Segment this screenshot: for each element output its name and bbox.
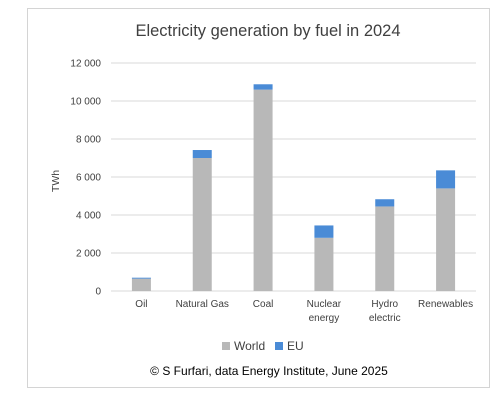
- bar-eu-3: [314, 225, 334, 238]
- y-tick-label: 12 000: [70, 59, 101, 70]
- y-tick-label: 0: [95, 287, 101, 298]
- y-tick-label: 2 000: [76, 249, 101, 260]
- y-tick-label: 6 000: [76, 173, 101, 184]
- category-label: Nuclear: [307, 299, 342, 310]
- chart-svg: Electricity generation by fuel in 2024 0…: [50, 22, 476, 378]
- legend-swatch-eu: [275, 342, 283, 350]
- category-label: electric: [369, 313, 401, 324]
- bar-world-4: [375, 206, 395, 291]
- y-tick-label: 8 000: [76, 135, 101, 146]
- category-label: Renewables: [418, 299, 473, 310]
- y-axis-ticks: 0 2 000 4 000 6 000 8 000 10 000 12 000: [70, 59, 101, 298]
- bar-world-3: [314, 237, 334, 291]
- legend-swatch-world: [222, 342, 230, 350]
- y-axis-label: TWh: [50, 170, 62, 192]
- bar-eu-1: [192, 150, 212, 158]
- y-tick-label: 4 000: [76, 211, 101, 222]
- legend-label-world: World: [234, 339, 265, 353]
- chart-title: Electricity generation by fuel in 2024: [135, 22, 400, 40]
- legend: World EU: [222, 339, 304, 353]
- category-label: Natural Gas: [176, 299, 229, 310]
- bar-eu-0: [131, 277, 151, 279]
- bar-eu-2: [253, 84, 273, 90]
- legend-label-eu: EU: [287, 339, 304, 353]
- category-label: Coal: [253, 299, 274, 310]
- credit-text: © S Furfari, data Energy Institute, June…: [150, 364, 388, 378]
- bars: [131, 84, 456, 291]
- bar-eu-4: [375, 199, 395, 207]
- chart-frame: Electricity generation by fuel in 2024 0…: [27, 8, 490, 388]
- bar-world-5: [436, 188, 456, 291]
- gridlines: [111, 62, 476, 292]
- bar-world-1: [192, 158, 212, 291]
- category-label: Hydro: [371, 299, 398, 310]
- category-label: energy: [309, 313, 340, 324]
- y-tick-label: 10 000: [70, 97, 101, 108]
- category-labels: Oil Natural Gas Coal Nuclear energy Hydro elec…: [135, 299, 473, 324]
- bar-eu-5: [436, 170, 456, 189]
- bar-world-0: [131, 278, 151, 291]
- bar-world-2: [253, 89, 273, 291]
- category-label: Oil: [135, 299, 147, 310]
